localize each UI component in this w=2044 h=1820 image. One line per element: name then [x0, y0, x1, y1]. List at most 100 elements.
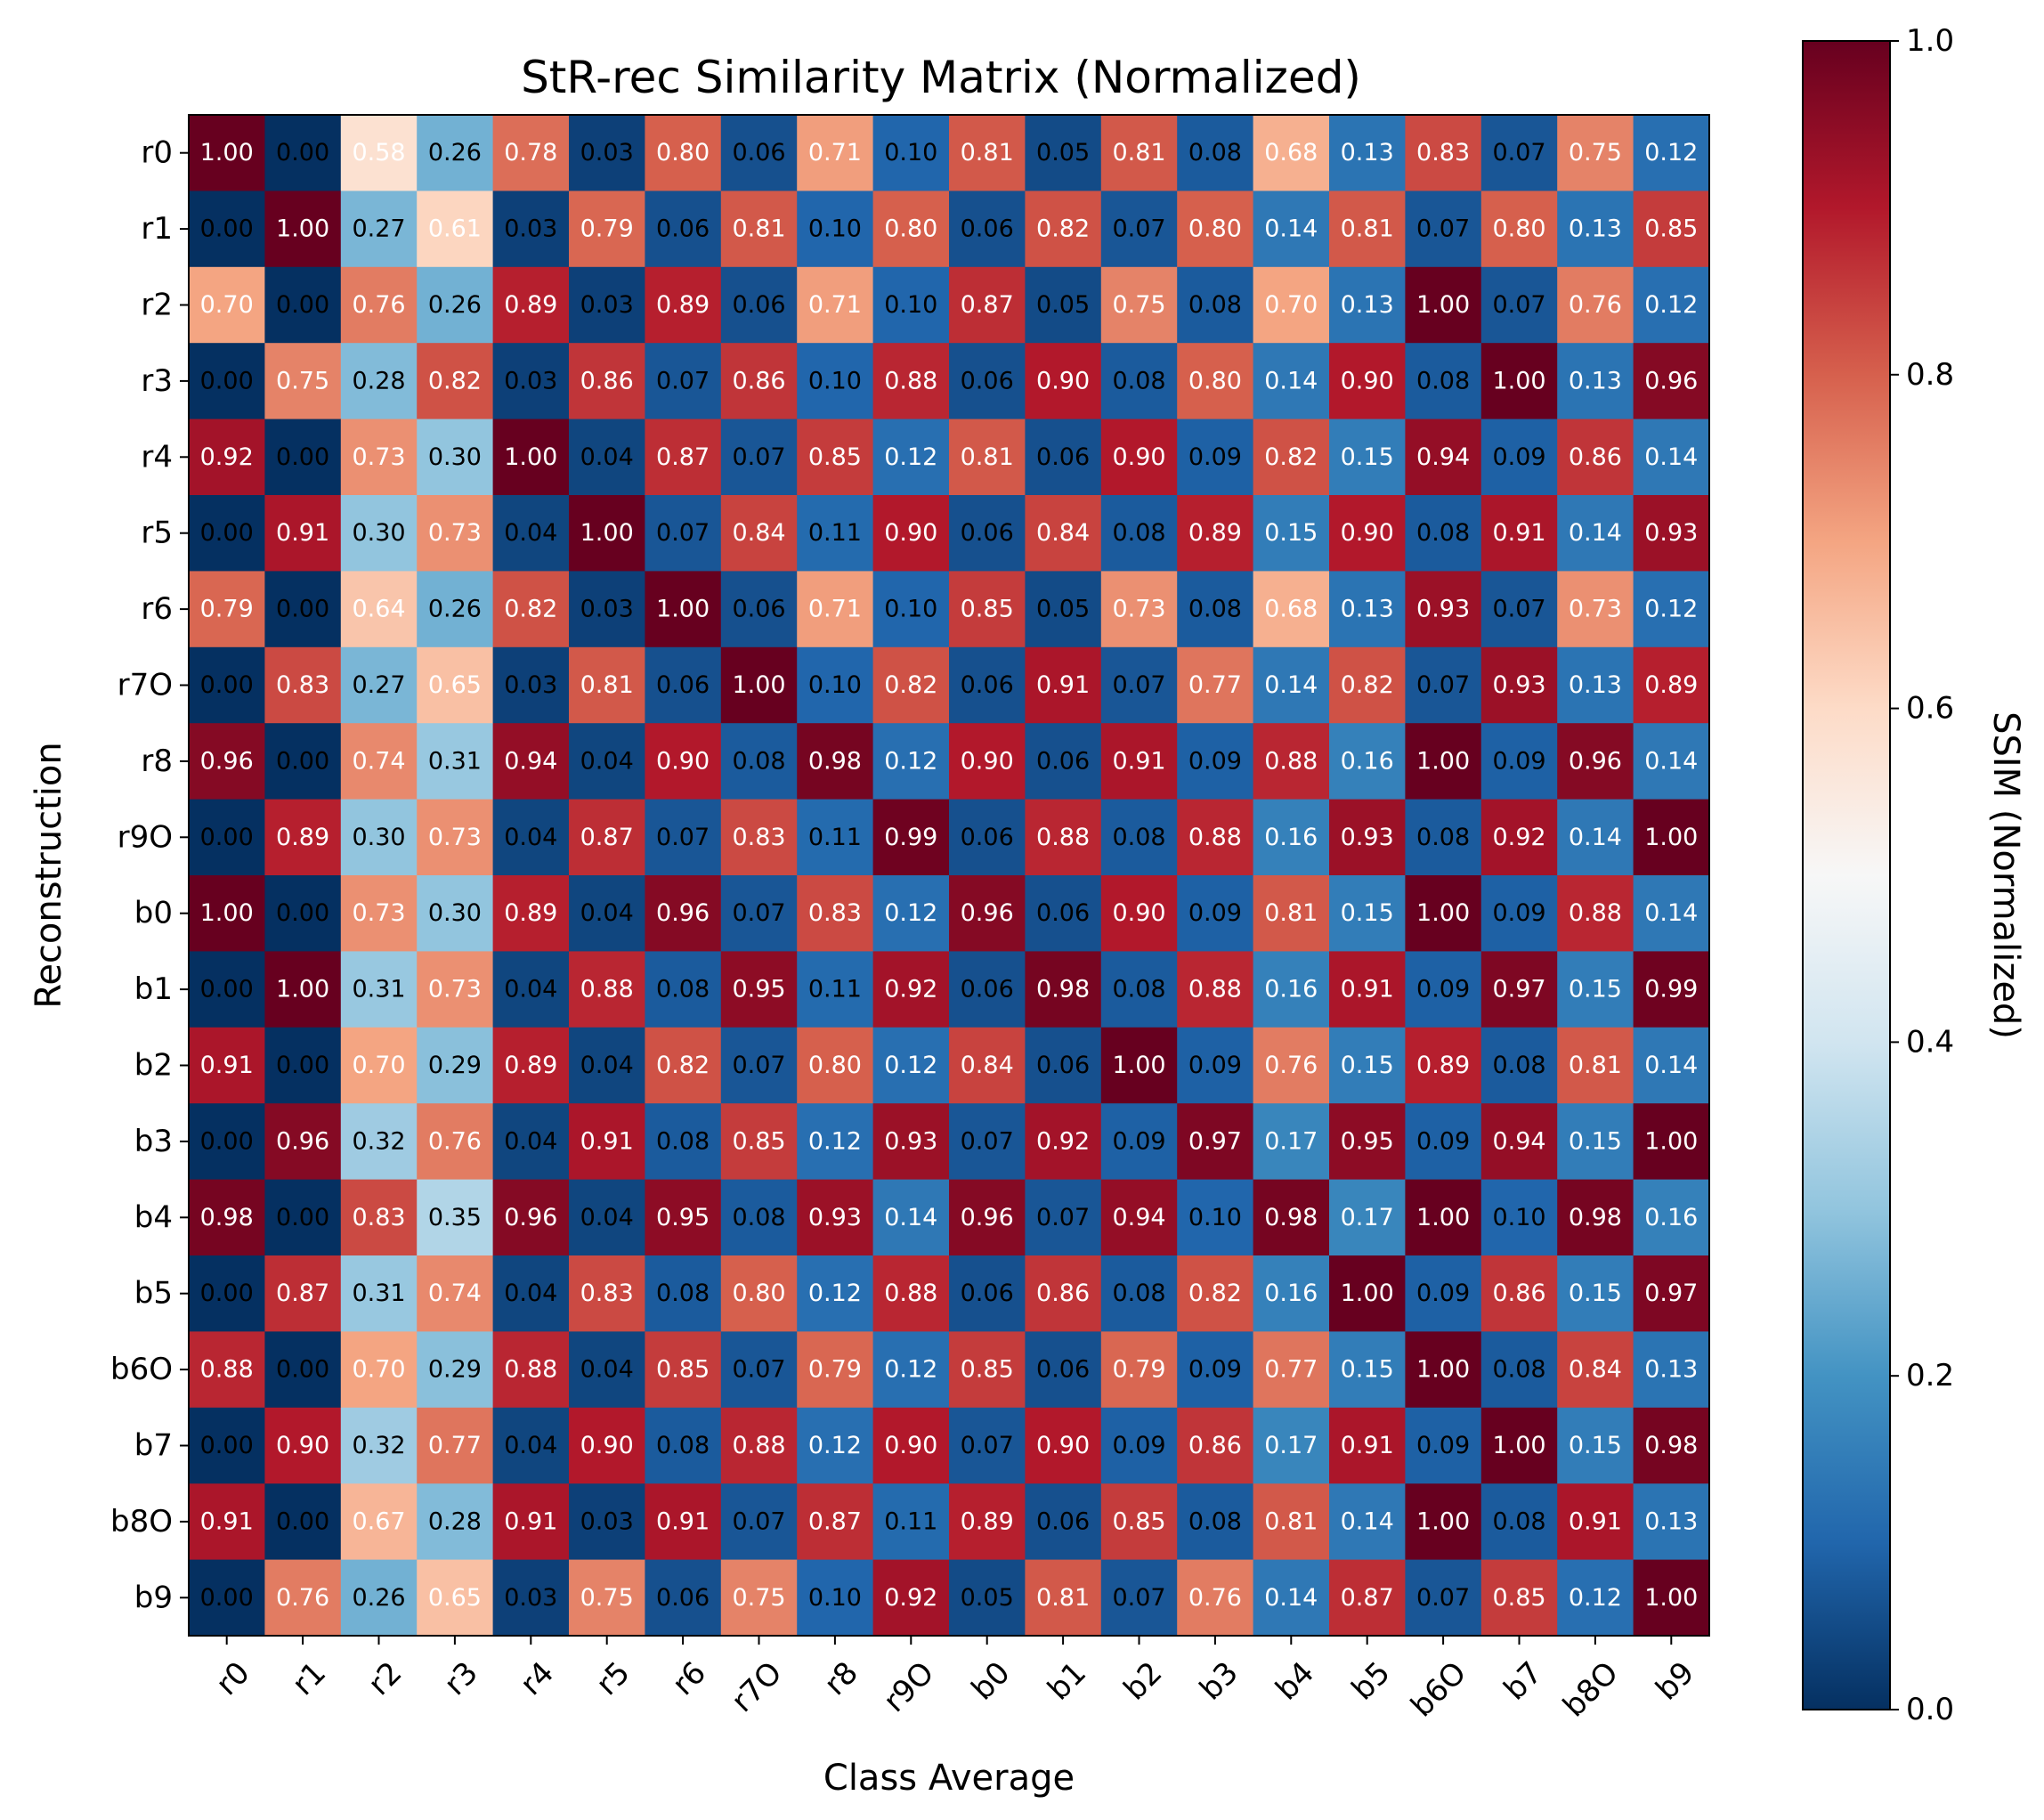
heatmap-cell — [189, 571, 265, 648]
heatmap-cell — [340, 723, 418, 800]
cell-value-label: 0.00 — [276, 1052, 329, 1079]
heatmap-cell — [1025, 418, 1102, 496]
cell-value-label: 0.32 — [352, 1432, 405, 1459]
cell-value-label: 0.13 — [1569, 215, 1622, 243]
cell-value-label: 0.76 — [352, 291, 405, 319]
cell-value-label: 0.14 — [884, 1204, 937, 1231]
heatmap-cell — [1025, 723, 1102, 800]
cell-value-label: 0.92 — [200, 443, 254, 471]
heatmap-cell — [340, 951, 418, 1028]
heatmap-cell — [417, 723, 494, 800]
heatmap-cell — [797, 266, 874, 344]
heatmap-cell — [1405, 266, 1482, 344]
heatmap-cell — [417, 115, 494, 191]
heatmap-cell — [1329, 115, 1406, 191]
cell-value-label: 0.96 — [656, 899, 710, 927]
y-tick-label: b2 — [134, 1048, 173, 1084]
cell-value-label: 0.00 — [200, 671, 254, 699]
cell-value-label: 1.00 — [1644, 1584, 1698, 1612]
heatmap-cell — [340, 571, 418, 648]
plot-frame — [188, 114, 1710, 1637]
heatmap-cell — [1329, 951, 1406, 1028]
heatmap-cell — [1177, 266, 1254, 344]
cell-value-label: 0.14 — [1264, 1584, 1318, 1612]
heatmap-cell — [1557, 799, 1634, 876]
cell-value-label: 0.08 — [1188, 1507, 1242, 1535]
heatmap-cell — [797, 1255, 874, 1332]
cell-value-label: 0.11 — [808, 519, 862, 547]
heatmap-cell — [264, 1179, 342, 1256]
cell-value-label: 0.10 — [1492, 1204, 1545, 1231]
cell-value-label: 1.00 — [1416, 899, 1470, 927]
heatmap-cell — [1557, 1331, 1634, 1409]
heatmap-cell — [720, 1103, 798, 1181]
heatmap-cell — [645, 1559, 722, 1637]
cell-value-label: 0.90 — [884, 519, 937, 547]
cell-value-label: 0.89 — [504, 899, 557, 927]
heatmap-cell — [340, 1103, 418, 1181]
heatmap-cell — [417, 951, 494, 1028]
cell-value-label: 0.90 — [1112, 899, 1165, 927]
cell-value-label: 0.08 — [1112, 367, 1165, 394]
cell-value-label: 0.81 — [1264, 899, 1318, 927]
heatmap-cell — [417, 266, 494, 344]
cell-value-label: 0.80 — [884, 215, 937, 243]
x-axis-label: Class Average — [823, 1758, 1075, 1799]
heatmap-cell — [189, 343, 265, 420]
heatmap-cell — [1405, 115, 1482, 191]
heatmap-cell — [1329, 1559, 1406, 1637]
heatmap-cell — [417, 875, 494, 952]
heatmap-cell — [645, 646, 722, 724]
cell-value-label: 0.12 — [1644, 139, 1698, 167]
heatmap-cell — [872, 191, 950, 268]
heatmap-cell — [1253, 1483, 1330, 1561]
heatmap-cell — [1480, 1027, 1558, 1104]
heatmap-cell — [872, 1103, 950, 1181]
cell-value-label: 0.98 — [1264, 1204, 1318, 1231]
heatmap-cell — [1405, 571, 1482, 648]
cell-value-label: 0.96 — [200, 747, 254, 775]
cell-value-label: 0.80 — [1188, 215, 1242, 243]
cell-value-label: 0.00 — [276, 1356, 329, 1384]
cell-value-label: 0.07 — [1036, 1204, 1090, 1231]
heatmap-cell — [1480, 1255, 1558, 1332]
heatmap-cell — [797, 1407, 874, 1484]
heatmap-cell — [720, 951, 798, 1028]
cell-value-label: 0.81 — [961, 443, 1014, 471]
heatmap-cell — [797, 1179, 874, 1256]
heatmap-cell — [797, 1559, 874, 1637]
heatmap-cell — [1557, 266, 1634, 344]
cell-value-label: 0.74 — [428, 1280, 482, 1307]
heatmap-cell — [189, 799, 265, 876]
heatmap-cell — [1177, 1027, 1254, 1104]
x-tick-label: b5 — [1345, 1655, 1398, 1708]
cell-value-label: 0.90 — [1036, 1432, 1090, 1459]
cell-value-label: 0.04 — [580, 1052, 634, 1079]
cell-value-label: 0.75 — [1569, 139, 1622, 167]
heatmap-cell — [417, 1559, 494, 1637]
heatmap-cell — [797, 799, 874, 876]
heatmap-cell — [872, 418, 950, 496]
heatmap-cell — [1025, 1027, 1102, 1104]
cell-value-label: 0.08 — [1188, 596, 1242, 623]
heatmap-cell — [872, 951, 950, 1028]
heatmap-cell — [949, 1559, 1026, 1637]
cell-value-label: 0.87 — [276, 1280, 329, 1307]
heatmap-cell — [1480, 115, 1558, 191]
cell-value-label: 0.04 — [504, 1432, 557, 1459]
heatmap-cell — [340, 115, 418, 191]
heatmap-cell — [340, 1407, 418, 1484]
heatmap-cell — [1633, 191, 1710, 268]
cell-value-label: 0.97 — [1644, 1280, 1698, 1307]
heatmap-cell — [1025, 191, 1102, 268]
cell-value-label: 0.07 — [1416, 671, 1470, 699]
heatmap-cell — [189, 951, 265, 1028]
heatmap-cell — [1329, 418, 1406, 496]
cell-value-label: 0.82 — [1188, 1280, 1242, 1307]
heatmap-cell — [569, 1027, 645, 1104]
heatmap-cell — [417, 343, 494, 420]
cell-value-label: 0.91 — [1036, 671, 1090, 699]
cell-value-label: 0.75 — [580, 1584, 634, 1612]
heatmap-cell — [645, 266, 722, 344]
cell-value-label: 0.14 — [1569, 824, 1622, 851]
